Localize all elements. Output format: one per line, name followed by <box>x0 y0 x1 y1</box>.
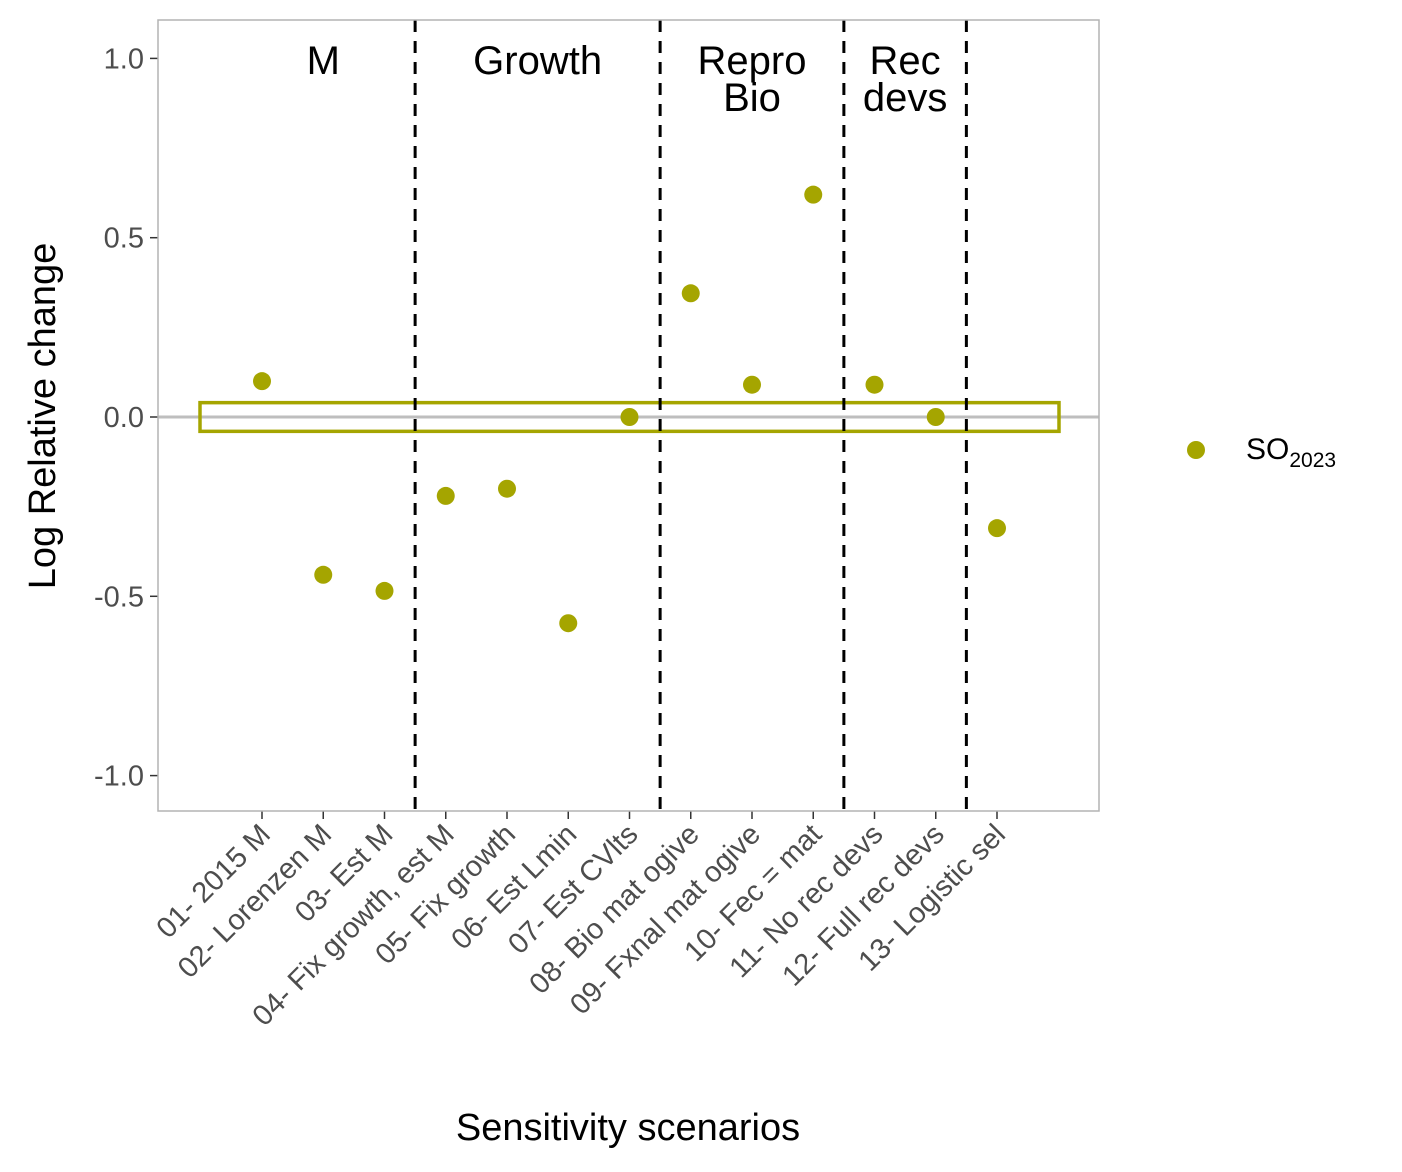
axes-layer: 1.00.50.0-0.5-1.001- 2015 M02- Lorenzen … <box>94 43 1012 1032</box>
group-label: Repro <box>698 39 807 83</box>
reference-band-box <box>198 400 1061 434</box>
legend-label-main: SO <box>1246 433 1289 466</box>
legend: SO2023 <box>1187 433 1336 472</box>
data-point <box>988 519 1006 538</box>
group-label: M <box>307 39 340 83</box>
y-axis-title: Log Relative change <box>22 243 64 589</box>
data-point <box>865 375 884 394</box>
y-tick-label: 0.5 <box>104 223 144 255</box>
data-point <box>498 479 516 498</box>
legend-key-point <box>1187 441 1205 459</box>
points-layer <box>253 185 1006 633</box>
y-tick-label: 1.0 <box>104 43 144 75</box>
x-axis-title: Sensitivity scenarios <box>456 1107 800 1149</box>
data-point <box>620 408 639 426</box>
data-point <box>559 614 578 633</box>
y-tick-label: -1.0 <box>94 761 144 793</box>
group-label: Growth <box>473 39 602 83</box>
plot-panel-border <box>157 19 1100 812</box>
legend-label-subscript: 2023 <box>1289 449 1336 472</box>
data-point <box>743 375 761 394</box>
group-label: Bio <box>723 76 781 120</box>
data-point <box>375 581 394 600</box>
data-point <box>253 372 271 391</box>
group-label: devs <box>863 76 948 120</box>
legend-label: SO2023 <box>1246 433 1336 472</box>
y-tick-label: 0.0 <box>104 402 144 434</box>
data-point <box>436 486 455 505</box>
data-point <box>314 565 333 584</box>
y-tick-label: -0.5 <box>94 581 144 613</box>
data-point <box>681 284 700 303</box>
data-point <box>804 185 823 204</box>
group-label: Rec <box>870 39 941 83</box>
data-point <box>926 408 945 426</box>
